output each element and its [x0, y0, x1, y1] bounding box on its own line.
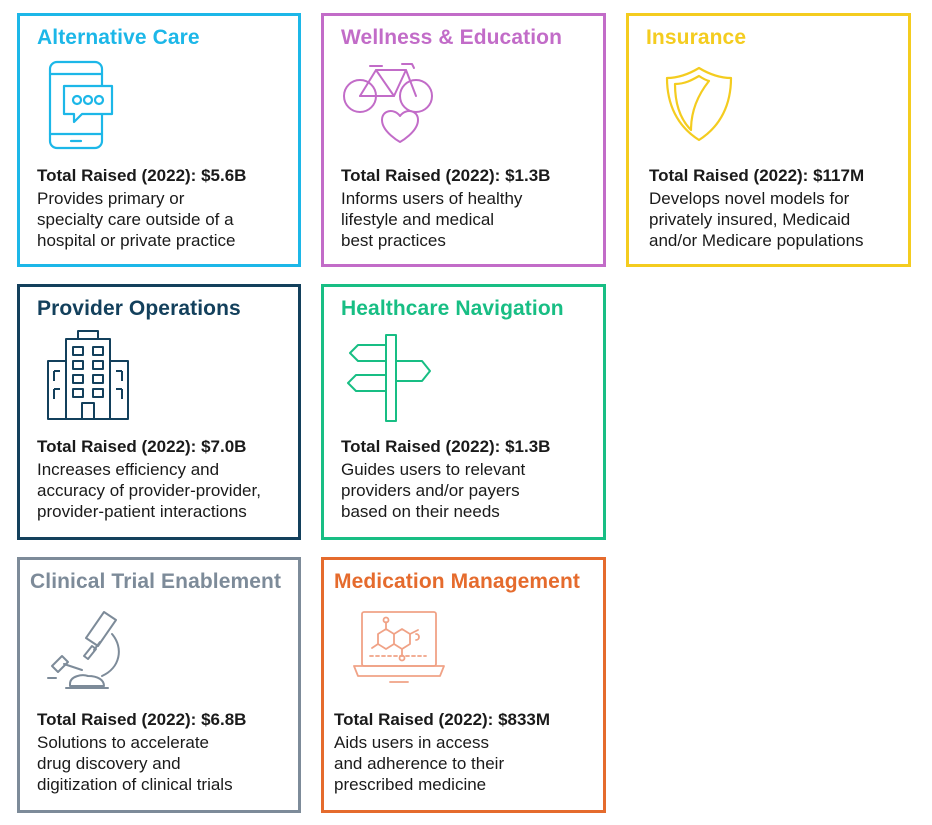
total-raised: Total Raised (2022): $833M — [334, 710, 551, 729]
hospital-building-icon — [38, 330, 138, 427]
card-title: Insurance — [646, 26, 747, 49]
total-raised: Total Raised (2022): $117M — [649, 166, 865, 185]
card-description: Increases efficiency and accuracy of pro… — [37, 460, 261, 521]
card-title: Medication Management — [334, 570, 580, 593]
card-clinical-trial-enablement: Clinical Trial Enablement Total Raised (… — [17, 557, 301, 813]
total-raised: Total Raised (2022): $5.6B — [37, 166, 247, 185]
card-healthcare-navigation: Healthcare Navigation Total Raised (2022… — [321, 284, 606, 540]
card-title: Wellness & Education — [341, 26, 562, 49]
card-title: Alternative Care — [37, 26, 200, 49]
microscope-icon — [38, 604, 138, 700]
card-description: Aids users in access and adherence to th… — [334, 733, 505, 794]
card-insurance: Insurance Total Raised (2022): $117M Dev… — [626, 13, 911, 267]
card-title: Healthcare Navigation — [341, 297, 564, 320]
card-description: Solutions to accelerate drug discovery a… — [37, 733, 233, 794]
card-description: Provides primary or specialty care outsi… — [37, 189, 236, 250]
card-title: Provider Operations — [37, 297, 241, 320]
shield-icon — [647, 60, 747, 156]
card-alternative-care: Alternative Care Total Raised (2022): $5… — [17, 13, 301, 267]
card-medication-management: Medication Management Total Raised (2022… — [321, 557, 606, 813]
signpost-icon — [342, 331, 442, 427]
laptop-molecule-icon — [342, 604, 445, 700]
card-title: Clinical Trial Enablement — [30, 570, 282, 593]
bicycle-heart-icon — [342, 60, 442, 156]
total-raised: Total Raised (2022): $1.3B — [341, 437, 551, 456]
card-provider-operations: Provider Operations Total Raised (2022):… — [17, 284, 301, 540]
total-raised: Total Raised (2022): $6.8B — [37, 710, 247, 729]
total-raised: Total Raised (2022): $7.0B — [37, 437, 247, 456]
card-description: Develops novel models for privately insu… — [649, 189, 864, 250]
card-description: Guides users to relevant providers and/o… — [341, 460, 526, 521]
smartphone-chat-icon — [38, 60, 138, 156]
card-wellness-education: Wellness & Education Total Raised (2022)… — [321, 13, 606, 267]
card-description: Informs users of healthy lifestyle and m… — [341, 189, 523, 250]
total-raised: Total Raised (2022): $1.3B — [341, 166, 551, 185]
